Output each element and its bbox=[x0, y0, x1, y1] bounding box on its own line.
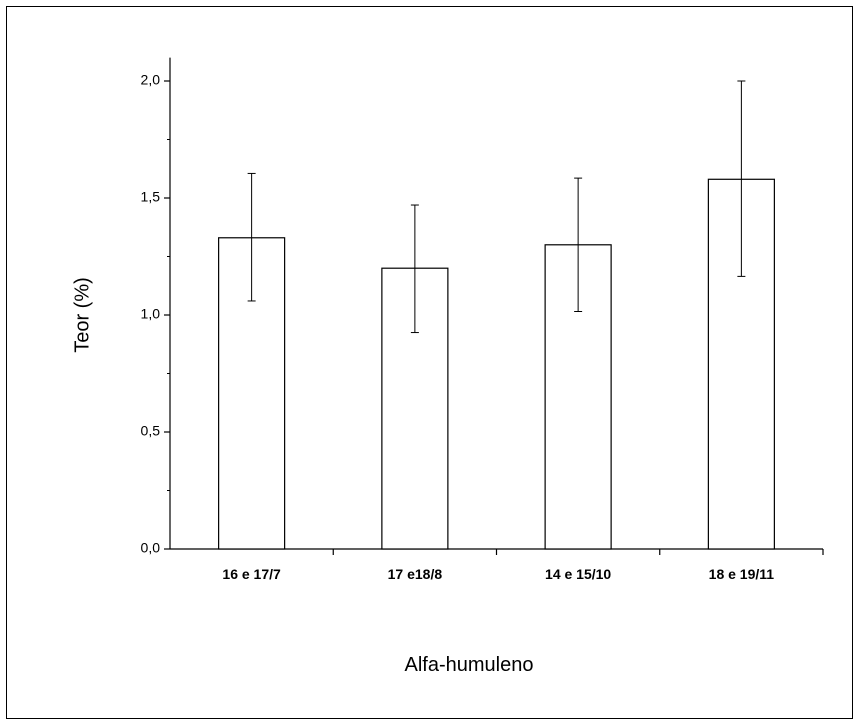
y-tick-label: 0,0 bbox=[141, 540, 161, 556]
y-tick-label: 2,0 bbox=[141, 72, 161, 88]
x-axis: 16 e 17/7 17 e18/8 14 e 15/10 18 e 19/11 bbox=[170, 548, 824, 582]
y-tick-label: 1,0 bbox=[141, 306, 161, 322]
x-tick-label: 16 e 17/7 bbox=[222, 566, 281, 582]
y-tick-label: 0,5 bbox=[141, 423, 161, 439]
bars bbox=[218, 178, 775, 550]
y-axis-title: Teor (%) bbox=[71, 277, 93, 353]
x-tick-label: 17 e18/8 bbox=[388, 566, 443, 582]
y-axis: 0,0 0,5 1,0 1,5 2,0 bbox=[141, 57, 171, 556]
x-tick-label: 14 e 15/10 bbox=[545, 566, 611, 582]
y-tick-label: 1,5 bbox=[141, 189, 161, 205]
x-axis-title: Alfa-humuleno bbox=[405, 654, 534, 676]
x-tick-label: 18 e 19/11 bbox=[709, 566, 775, 582]
error-bars bbox=[247, 80, 746, 334]
